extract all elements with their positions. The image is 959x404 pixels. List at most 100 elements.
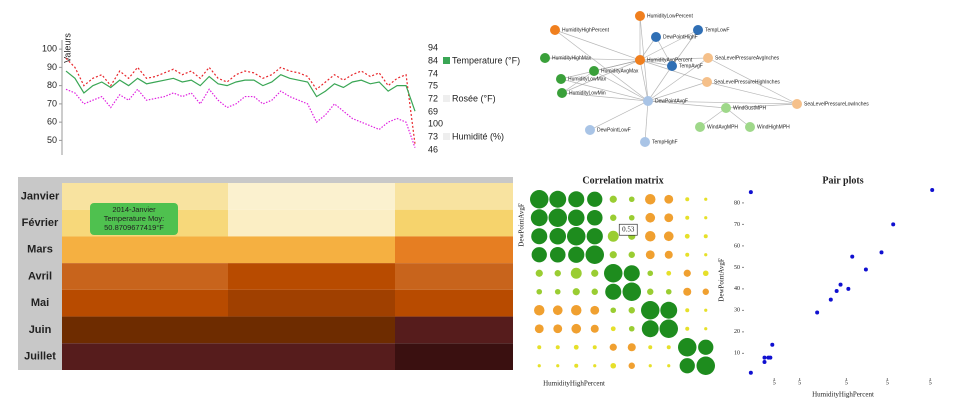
corr-cell bbox=[664, 194, 674, 204]
header-strip bbox=[62, 177, 513, 183]
corr-cell bbox=[586, 228, 603, 245]
series-line bbox=[65, 57, 416, 145]
corr-cell bbox=[685, 326, 690, 331]
tooltip-text: 2014-Janvier bbox=[112, 205, 156, 214]
point bbox=[879, 250, 884, 255]
corr-cell bbox=[610, 362, 617, 369]
corr-cell bbox=[704, 197, 708, 201]
point bbox=[834, 289, 839, 294]
edge bbox=[644, 100, 649, 143]
tooltip-text: 0.53 bbox=[622, 225, 635, 233]
y-tick-label: 20 bbox=[734, 329, 740, 335]
edge bbox=[593, 70, 649, 102]
node bbox=[703, 53, 713, 63]
node bbox=[643, 96, 653, 106]
edge bbox=[560, 59, 641, 80]
corr-cell bbox=[684, 233, 690, 239]
node bbox=[667, 61, 677, 71]
point bbox=[863, 267, 868, 272]
edge bbox=[561, 59, 641, 94]
corr-cell bbox=[555, 345, 560, 350]
corr-cell bbox=[641, 301, 660, 320]
node-label: HumidityLowPercent bbox=[647, 13, 693, 19]
y-tick-label: 80 bbox=[734, 200, 740, 206]
corr-cell bbox=[572, 288, 580, 296]
corr-cell bbox=[567, 227, 586, 246]
legend-tick: 72 bbox=[428, 93, 438, 103]
corr-cell bbox=[679, 358, 695, 374]
corr-cell bbox=[628, 325, 635, 332]
node-label: HumidityLowMax bbox=[568, 76, 607, 82]
corr-cell bbox=[647, 270, 654, 277]
corr-cell bbox=[698, 339, 714, 355]
corr-cell bbox=[587, 191, 603, 207]
y-tick-label: 100 bbox=[42, 44, 57, 54]
corr-cell bbox=[678, 338, 697, 357]
y-axis-label: Valeurs bbox=[62, 33, 72, 63]
heat-cell bbox=[395, 209, 513, 237]
node-label: HumidityHighPercent bbox=[562, 27, 610, 33]
y-tick-label: 60 bbox=[47, 117, 57, 127]
edge bbox=[706, 81, 798, 105]
corr-cell bbox=[549, 227, 567, 245]
node-label: TempLowF bbox=[705, 27, 729, 33]
corr-cell bbox=[702, 270, 709, 277]
heat-cell bbox=[228, 316, 395, 344]
edge bbox=[725, 103, 798, 109]
corr-cell bbox=[659, 319, 678, 338]
corr-cell bbox=[537, 345, 542, 350]
edge bbox=[639, 59, 708, 83]
corr-cell bbox=[641, 320, 659, 338]
heat-cell bbox=[395, 236, 513, 264]
corr-cell bbox=[610, 214, 617, 221]
edge bbox=[639, 59, 673, 67]
corr-cell bbox=[622, 282, 641, 301]
corr-cell bbox=[645, 250, 655, 260]
edge bbox=[561, 70, 595, 94]
corr-cell bbox=[591, 269, 599, 277]
corr-cell bbox=[607, 230, 619, 242]
corr-cell bbox=[666, 270, 672, 276]
edge bbox=[647, 81, 708, 102]
corr-cell bbox=[609, 343, 617, 351]
corr-cell bbox=[610, 326, 616, 332]
corr-cell bbox=[568, 191, 585, 208]
x-tick-label: 5 bbox=[773, 380, 776, 386]
corr-cell bbox=[627, 343, 636, 352]
corr-cell bbox=[648, 345, 653, 350]
node bbox=[745, 122, 755, 132]
corr-cell bbox=[590, 305, 600, 315]
corr-cell bbox=[548, 208, 567, 227]
label-column bbox=[18, 177, 62, 370]
corr-cell bbox=[609, 195, 617, 203]
corr-cell bbox=[628, 307, 635, 314]
corr-cell bbox=[663, 231, 674, 242]
edge bbox=[647, 65, 673, 102]
x-tick-label: 5 bbox=[798, 380, 801, 386]
legend-tick: 84 bbox=[428, 55, 438, 65]
corr-cell bbox=[704, 327, 708, 331]
legend-swatch bbox=[443, 95, 450, 102]
node-label: HumidityLowMin bbox=[569, 90, 606, 96]
corr-cell bbox=[552, 305, 563, 316]
corr-cell bbox=[567, 209, 585, 227]
legend-tick: 69 bbox=[428, 106, 438, 116]
corr-cell bbox=[604, 264, 623, 283]
edge bbox=[655, 36, 673, 67]
node-label: WindGustMPH bbox=[733, 105, 766, 111]
node-label: TempAvgF bbox=[679, 63, 703, 69]
y-tick-label: 70 bbox=[734, 222, 740, 228]
node-label: HumidityAvgPercent bbox=[647, 57, 693, 63]
point bbox=[846, 286, 851, 291]
edge bbox=[647, 57, 709, 102]
corr-cell bbox=[696, 356, 715, 375]
node-label: DewPointHighF bbox=[663, 34, 698, 40]
node-label: SeaLevelPressureHighInches bbox=[714, 79, 780, 85]
corr-cell bbox=[549, 190, 567, 208]
edge bbox=[561, 92, 649, 102]
point bbox=[838, 282, 843, 287]
node bbox=[695, 122, 705, 132]
heat-cell bbox=[395, 316, 513, 344]
edge bbox=[707, 57, 798, 105]
corr-cell bbox=[574, 363, 579, 368]
